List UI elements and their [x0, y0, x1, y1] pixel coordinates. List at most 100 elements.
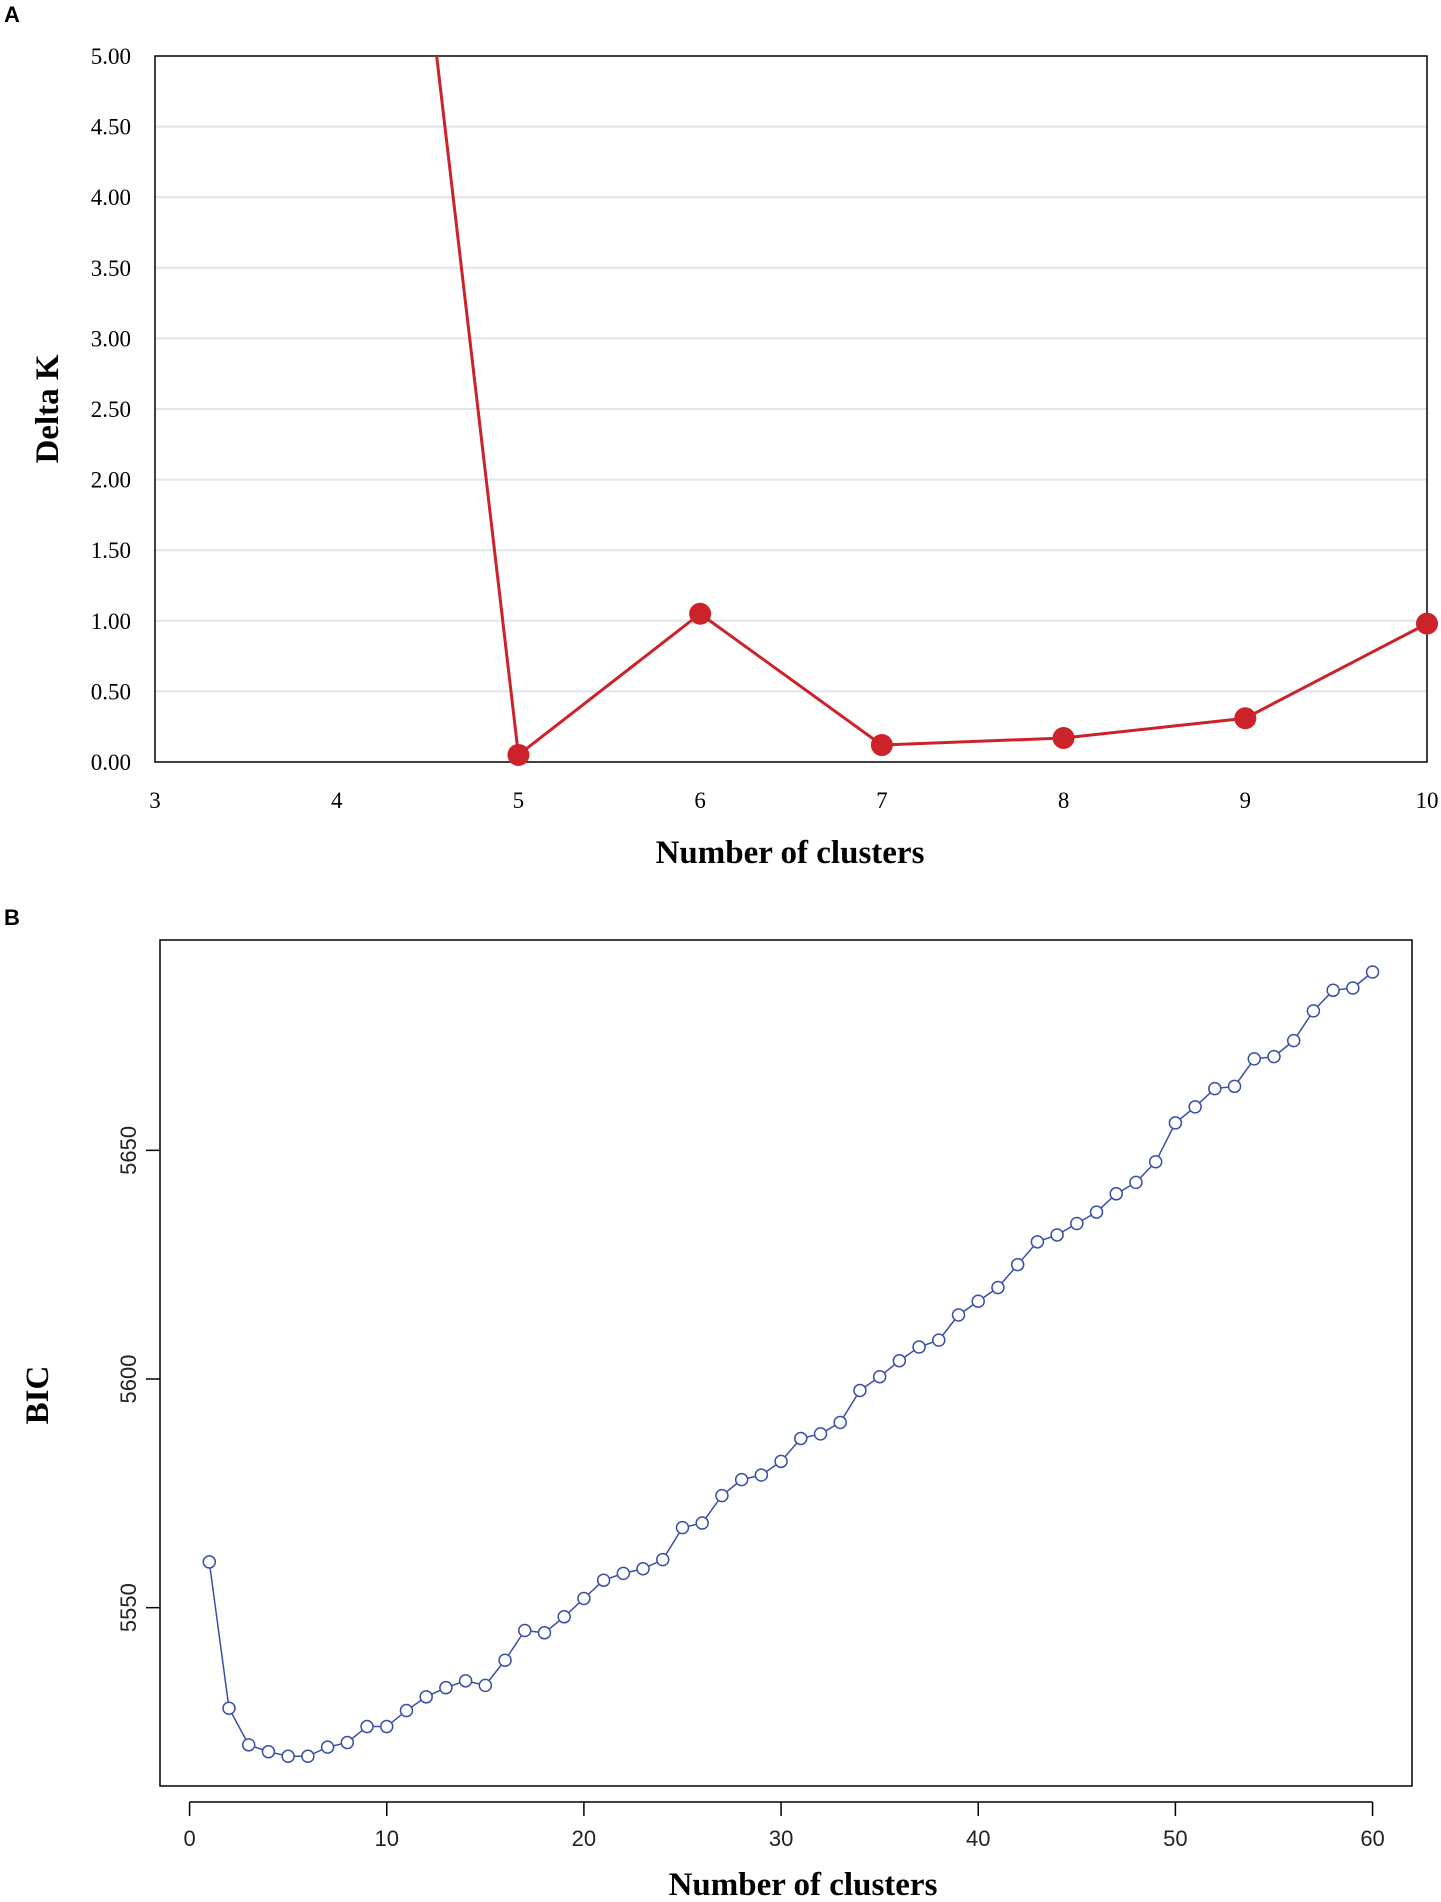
panel-b-data-point [1346, 981, 1360, 995]
panel-b-data-point [1129, 1175, 1143, 1190]
panel-b-data-point [1030, 1235, 1045, 1249]
panel-b-data-point [379, 1719, 394, 1734]
panel-a-y-tick-label: 0.00 [91, 750, 131, 775]
panel-b-y-axis: 5550 5600 5650 [116, 1126, 160, 1632]
panel-b-data-point [1267, 1049, 1281, 1064]
panel-b-data-point [616, 1566, 631, 1581]
panel-b-data-point [360, 1719, 374, 1734]
panel-b-data-point [399, 1703, 414, 1718]
panel-b-data-point [1050, 1228, 1064, 1242]
panel-b-data-point [912, 1340, 926, 1354]
panel-a-y-tick-label: 1.50 [91, 538, 131, 563]
panel-b-x-tick-label: 60 [1360, 1826, 1384, 1851]
panel-a-data-point [870, 734, 893, 757]
panel-b-data-point [636, 1562, 650, 1576]
panel-a-data-point [1234, 707, 1257, 730]
panel-b-x-axis-label: Number of clusters [669, 1867, 938, 1902]
panel-b-data-point [656, 1552, 670, 1567]
panel-b-data-point [715, 1488, 729, 1503]
panel-b-series-line [208, 971, 1374, 1758]
panel-b-data-point [892, 1353, 907, 1368]
panel-a-series [435, 55, 1438, 766]
panel-a-y-tick-label: 3.00 [91, 326, 131, 351]
panel-b-data-point [991, 1280, 1005, 1295]
panel-a-x-tick-label: 5 [513, 788, 525, 813]
panel-b-x-tick-label: 10 [374, 1826, 398, 1851]
panel-b-label: B [4, 905, 20, 930]
panel-a-label: A [4, 2, 20, 27]
panel-b-data-point [1286, 1033, 1301, 1048]
panel-b-data-point [951, 1308, 966, 1322]
panel-b-data-point [557, 1610, 571, 1624]
panel-a-data-point [1416, 612, 1438, 635]
panel-b-y-tick-label: 5550 [116, 1583, 141, 1632]
panel-a-x-tick-label: 3 [149, 788, 161, 813]
panel-a-x-tick-label: 4 [331, 788, 343, 813]
panel-a-plot-frame [154, 55, 1428, 763]
panel-a-x-tick-labels: 3 4 5 6 7 8 9 10 [149, 788, 1438, 813]
panel-b-y-tick-label: 5600 [116, 1355, 141, 1404]
panel-b-series [202, 965, 1380, 1764]
panel-b-data-point [1168, 1116, 1183, 1130]
panel-b-data-point [794, 1431, 808, 1446]
panel-a-y-tick-label: 4.00 [91, 185, 131, 210]
panel-a-x-tick-label: 8 [1058, 788, 1070, 813]
panel-b-data-point [518, 1623, 532, 1638]
panel-b-data-point [498, 1653, 512, 1667]
panel-b-y-tick-label: 5650 [116, 1126, 141, 1175]
panel-b-x-axis: 0 10 20 30 40 50 60 [183, 1801, 1385, 1851]
panel-a-y-axis-label: Delta K [30, 354, 66, 463]
panel-b-data-point [439, 1680, 453, 1695]
panel-a-y-tick-label: 2.00 [91, 468, 131, 493]
panel-a-series-line [517, 611, 1428, 757]
panel-b-data-point [1326, 983, 1340, 998]
panel-b-data-point [932, 1333, 946, 1347]
panel-b-data-point [1188, 1100, 1202, 1114]
panel-a-y-tick-labels: 5.00 4.50 4.00 3.50 3.00 2.50 2.00 1.50 1.00 0.50… [91, 44, 131, 775]
panel-b-data-point [478, 1678, 493, 1693]
panel-a-data-point [689, 602, 712, 625]
panel-a-data-point [1052, 726, 1075, 749]
panel-b-x-tick-label: 40 [966, 1826, 990, 1851]
panel-b: B 5550 5600 5650 0 10 20 30 40 50 60 Number of c… [4, 905, 1413, 1902]
panel-a-x-tick-label: 10 [1416, 788, 1439, 813]
panel-b-data-point [695, 1516, 709, 1530]
panel-a-y-tick-label: 3.50 [91, 256, 131, 281]
panel-b-data-point [1227, 1079, 1242, 1094]
panel-a-offscale-segment [435, 55, 520, 756]
panel-a-y-tick-label: 5.00 [91, 44, 131, 69]
panel-b-data-point [1306, 1004, 1321, 1018]
panel-b-data-point [1010, 1257, 1025, 1272]
panel-a-y-tick-label: 2.50 [91, 397, 131, 422]
panel-b-data-point [1208, 1081, 1222, 1096]
panel-b-data-point [1365, 965, 1380, 979]
panel-a-x-axis-label: Number of clusters [656, 835, 925, 871]
panel-a-y-tick-label: 4.50 [91, 115, 131, 140]
panel-b-data-point [1070, 1216, 1084, 1231]
panel-b-x-tick-label: 30 [769, 1826, 793, 1851]
panel-b-data-point [1109, 1187, 1124, 1201]
panel-b-data-point [320, 1740, 335, 1754]
panel-a-x-tick-label: 6 [694, 788, 706, 813]
panel-b-x-tick-label: 0 [183, 1826, 195, 1851]
panel-b-data-point [241, 1738, 256, 1752]
panel-b-x-tick-label: 20 [572, 1826, 596, 1851]
panel-b-data-point [596, 1573, 611, 1587]
panel-b-data-point [754, 1468, 769, 1482]
panel-a: A 5.00 4.50 4.00 3.50 3.00 2.50 2.00 1.50 1.00 0.… [4, 2, 1439, 871]
panel-b-data-point [577, 1591, 591, 1606]
panel-b-data-point [458, 1674, 473, 1688]
panel-a-x-tick-label: 7 [876, 788, 888, 813]
panel-b-data-point [222, 1701, 236, 1716]
panel-a-gridlines [155, 125, 1427, 693]
panel-b-data-point [1089, 1205, 1104, 1219]
panel-b-data-point [1247, 1052, 1262, 1066]
panel-a-y-tick-label: 0.50 [91, 679, 131, 704]
panel-b-data-point [853, 1383, 867, 1398]
panel-b-data-point [813, 1427, 828, 1441]
panel-b-data-point [301, 1749, 315, 1764]
panel-b-y-axis-label: BIC [20, 1366, 56, 1425]
panel-b-data-point [675, 1520, 690, 1535]
panel-b-data-point [734, 1472, 749, 1487]
